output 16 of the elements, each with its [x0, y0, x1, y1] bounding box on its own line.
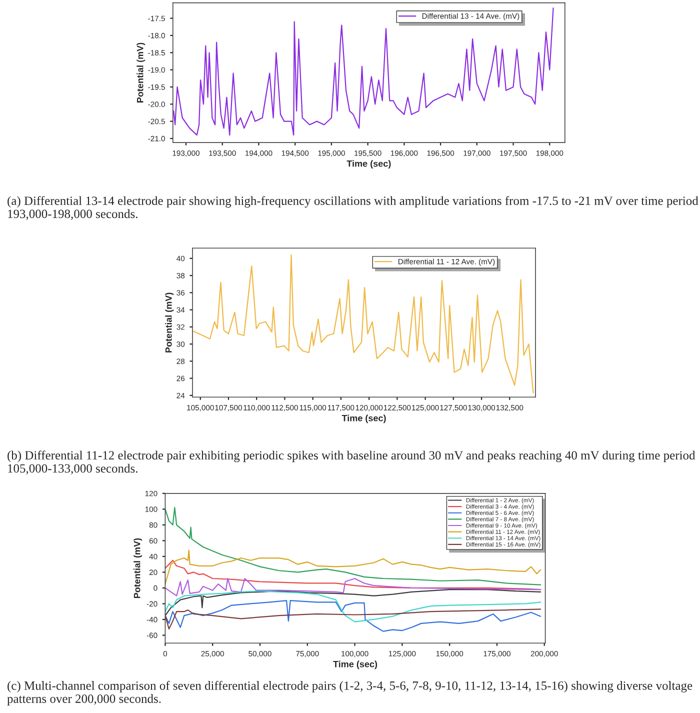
x-axis-title: Time (sec) [342, 414, 386, 424]
y-axis-title: Potential (mV) [134, 538, 142, 598]
line-series [165, 608, 542, 630]
text: (c) Multi-channel comparison of seven differential electrode pairs (1-2, 3-4, 5-6, 7-8, 9-10, 11-12, 13-14, 15-16) showing diverse voltage patterns over 200,000 seconds. [7, 680, 692, 706]
line-series [165, 590, 542, 622]
y-axis-title: Potential (mV) [136, 42, 146, 102]
x-axis-title: Time (sec) [333, 660, 378, 670]
text: (b) Differential 11-12 electrode pair exhibiting periodic spikes with baseline around 30 mV and peaks reaching 40 mV during time period 105,000-133,000 seconds. [8, 450, 696, 474]
line-series [165, 600, 542, 632]
text: (a) Differential 13-14 electrode pair showing high-frequency oscillations with amplitude variations from -17.5 to -21 mV over time period 193,000-198,000 seconds. [8, 196, 698, 220]
y-axis-title: Potential (mV) [165, 292, 174, 352]
line-series [165, 550, 542, 585]
line-series [193, 254, 534, 394]
line-series [173, 7, 554, 136]
line-series [165, 578, 542, 596]
x-axis-title: Time (sec) [346, 160, 391, 169]
